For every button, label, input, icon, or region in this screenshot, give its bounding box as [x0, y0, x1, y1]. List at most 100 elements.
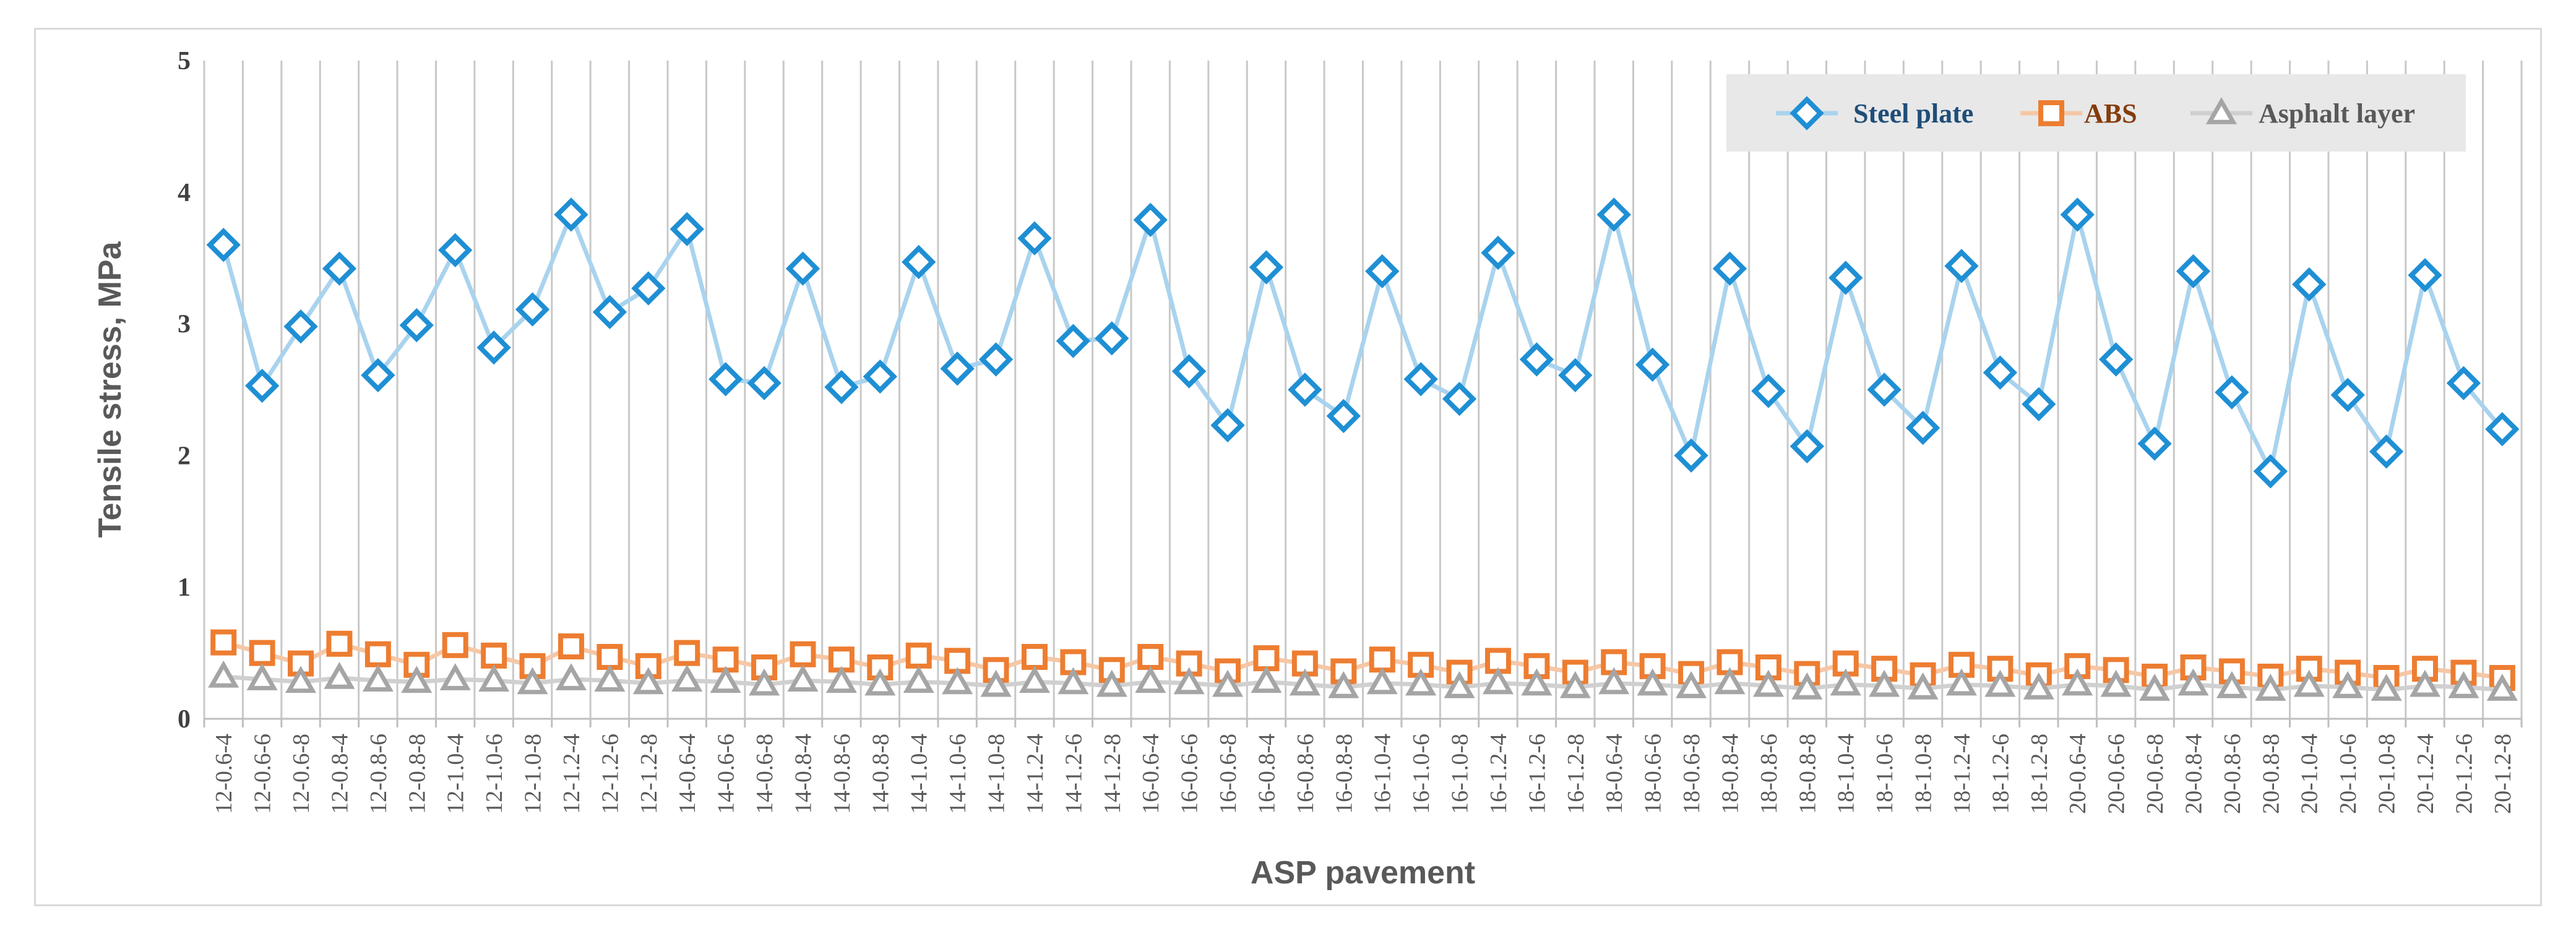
- data-point: [942, 667, 973, 695]
- data-point: [2178, 668, 2209, 696]
- data-point: [2176, 254, 2211, 289]
- data-point: [1635, 347, 1670, 382]
- data-point: [1905, 411, 1941, 445]
- axes: [203, 718, 2523, 727]
- x-tick-label: 16-1.2-4: [1486, 734, 1512, 814]
- data-point: [749, 668, 780, 696]
- data-point: [285, 666, 317, 693]
- y-axis-title: Tensile stress, MPa: [92, 241, 128, 538]
- x-tick-label: 16-0.6-4: [1138, 734, 1164, 814]
- data-point: [978, 342, 1014, 377]
- data-point: [442, 632, 468, 658]
- x-tick-label: 12-1.2-6: [597, 734, 623, 814]
- data-point: [902, 244, 936, 280]
- data-point: [1249, 250, 1284, 285]
- data-point: [1289, 668, 1320, 696]
- data-point: [597, 643, 623, 670]
- x-tick-label: 12-1.2-4: [559, 734, 585, 814]
- x-tick-label: 14-0.6-4: [674, 734, 700, 814]
- data-point: [824, 370, 859, 405]
- data-point: [1596, 197, 1631, 232]
- data-point: [2408, 258, 2442, 293]
- data-point: [1558, 358, 1593, 393]
- x-tick-label: 16-1.2-8: [1563, 734, 1589, 814]
- data-point: [555, 663, 587, 690]
- data-point: [825, 666, 857, 693]
- data-point: [206, 228, 241, 262]
- data-point: [1056, 324, 1091, 358]
- data-point: [708, 362, 743, 397]
- data-point: [787, 664, 819, 692]
- data-point: [1017, 221, 1052, 255]
- data-point: [671, 664, 703, 692]
- x-tick-label: 20-1.0-8: [2374, 734, 2400, 814]
- data-point: [747, 366, 782, 401]
- data-point: [401, 666, 433, 693]
- series-group: [206, 197, 2520, 701]
- data-point: [790, 641, 816, 667]
- vertical-gridlines: [203, 61, 2523, 719]
- x-tick-label: 14-0.6-6: [713, 734, 739, 814]
- x-tick-label: 12-0.8-6: [366, 734, 392, 814]
- x-tick-label: 14-0.6-8: [752, 734, 778, 814]
- x-tick-label: 18-1.2-6: [1988, 734, 2014, 814]
- legend-marker: [2205, 96, 2238, 124]
- data-point: [1444, 671, 1475, 698]
- x-tick-label: 16-0.6-6: [1177, 734, 1203, 814]
- x-tick-label: 12-0.6-8: [288, 734, 314, 814]
- data-point: [980, 669, 1012, 697]
- data-point: [1790, 429, 1824, 464]
- legend: Steel plate ABS Asphalt layer: [1726, 74, 2466, 152]
- data-point: [283, 309, 318, 344]
- data-point: [326, 630, 353, 657]
- data-point: [1983, 355, 2018, 390]
- x-tick-label: 14-1.0-4: [907, 734, 933, 814]
- data-point: [1288, 372, 1322, 407]
- x-tick-label: 14-1.2-6: [1061, 734, 1087, 814]
- data-point: [863, 359, 897, 394]
- data-point: [1096, 669, 1127, 697]
- data-point: [2255, 674, 2286, 701]
- data-point: [2446, 366, 2481, 401]
- data-point: [2062, 668, 2093, 696]
- series-line: [221, 212, 2504, 474]
- data-point: [1365, 254, 1400, 289]
- data-point: [361, 358, 395, 393]
- x-tick-label: 18-0.6-6: [1640, 734, 1666, 814]
- data-point: [1482, 667, 1514, 695]
- legend-entry: ABS: [2020, 98, 2137, 129]
- series-asphalt-layer: [208, 660, 2518, 701]
- x-tick-label: 18-0.6-8: [1679, 734, 1705, 814]
- x-tick-label: 14-0.8-6: [829, 734, 855, 814]
- data-point: [2369, 434, 2404, 469]
- legend-label: Steel plate: [1853, 98, 1973, 129]
- data-point: [1830, 668, 1861, 696]
- data-point: [1521, 668, 1553, 696]
- data-point: [2216, 671, 2247, 698]
- data-point: [2448, 671, 2479, 698]
- data-point: [1676, 671, 1707, 698]
- x-tick-label: 20-1.2-6: [2451, 734, 2477, 814]
- data-point: [2253, 454, 2288, 489]
- data-point: [2137, 426, 2172, 461]
- data-point: [785, 251, 821, 286]
- data-point: [674, 640, 700, 666]
- x-tick-label: 14-1.0-6: [945, 734, 971, 814]
- data-point: [2293, 669, 2325, 697]
- series-steel-plate: [206, 197, 2520, 489]
- data-point: [1366, 667, 1398, 695]
- data-point: [1559, 671, 1591, 698]
- x-tick-label: 16-1.0-4: [1370, 734, 1396, 814]
- x-tick-label: 20-0.8-6: [2220, 734, 2246, 814]
- x-tick-label: 18-1.0-6: [1872, 734, 1898, 814]
- data-point: [2022, 387, 2056, 422]
- legend-box: [1726, 74, 2466, 152]
- data-point: [515, 292, 550, 327]
- x-tick-label: 12-1.0-6: [481, 734, 507, 814]
- data-point: [364, 641, 391, 667]
- x-tick-label: 16-0.8-8: [1331, 734, 1357, 814]
- x-tick-label: 20-0.6-6: [2104, 734, 2130, 814]
- legend-entry: Asphalt layer: [2190, 96, 2415, 129]
- data-point: [1674, 438, 1708, 473]
